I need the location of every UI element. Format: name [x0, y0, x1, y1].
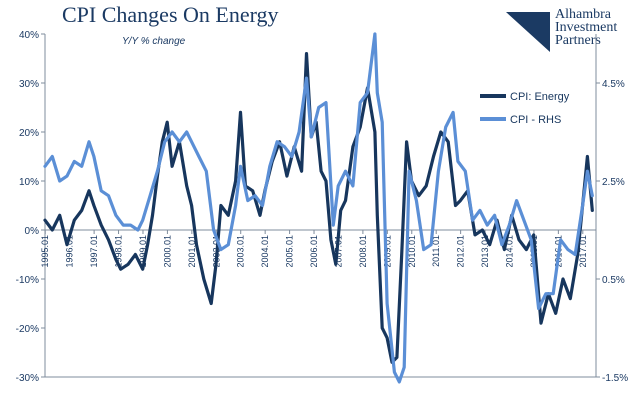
- x-axis-tick-label: 2012.01: [456, 235, 466, 268]
- x-axis-tick-label: 1997.01: [89, 235, 99, 268]
- chart-title: CPI Changes On Energy: [62, 2, 279, 27]
- x-axis-tick-label: 2006.01: [309, 235, 319, 268]
- left-axis-tick-label: 20%: [19, 128, 39, 139]
- left-axis-tick-label: 10%: [19, 177, 39, 188]
- logo-text: Alhambra Investment Partners: [555, 7, 618, 48]
- logo-mark: [506, 12, 550, 52]
- logo-line-2: Investment: [555, 20, 618, 35]
- x-axis-tick-label: 2001.01: [187, 235, 197, 268]
- left-axis-tick-label: -30%: [16, 373, 39, 384]
- x-axis-tick-label: 1995.01: [40, 235, 50, 268]
- legend-label: CPI: Energy: [510, 91, 570, 103]
- x-axis-tick-label: 2003.01: [236, 235, 246, 268]
- series-line-cpi-energy: [43, 51, 594, 364]
- logo-line-1: Alhambra: [555, 7, 611, 22]
- x-axis-tick-label: 2008.01: [358, 235, 368, 268]
- x-axis-tick-label: 2014.01: [505, 235, 515, 268]
- legend-label: CPI - RHS: [510, 114, 561, 126]
- x-axis-tick-label: 2010.01: [407, 235, 417, 268]
- right-axis-tick-label: 2.5%: [602, 177, 625, 188]
- right-axis-tick-label: -1.5%: [602, 373, 628, 384]
- series-line-cpi-rhs: [43, 32, 594, 384]
- chart-subtitle: Y/Y % change: [122, 36, 186, 47]
- left-axis-tick-label: 0%: [25, 226, 40, 237]
- left-axis-tick-label: 30%: [19, 79, 39, 90]
- x-axis-tick-label: 2009.01: [382, 235, 392, 268]
- x-axis-tick-label: 2000.01: [162, 235, 172, 268]
- right-axis-tick-label: 0.5%: [602, 275, 625, 286]
- left-axis-tick-label: -20%: [16, 324, 39, 335]
- x-axis-tick-label: 2005.01: [285, 235, 295, 268]
- x-axis-tick-label: 2013.01: [480, 235, 490, 268]
- x-axis-tick-label: 2017.01: [578, 235, 588, 268]
- x-axis-tick-label: 1998.01: [114, 235, 124, 268]
- right-axis-tick-label: 4.5%: [602, 79, 625, 90]
- company-logo: [506, 12, 550, 52]
- logo-line-3: Partners: [555, 33, 601, 48]
- x-axis-tick-label: 2004.01: [260, 235, 270, 268]
- x-axis-tick-label: 1996.01: [65, 235, 75, 268]
- x-axis-tick-label: 2011.01: [431, 235, 441, 267]
- left-axis-tick-label: 40%: [19, 30, 39, 41]
- left-axis-tick-label: -10%: [16, 275, 39, 286]
- x-axis-tick-label: 1999.01: [138, 235, 148, 268]
